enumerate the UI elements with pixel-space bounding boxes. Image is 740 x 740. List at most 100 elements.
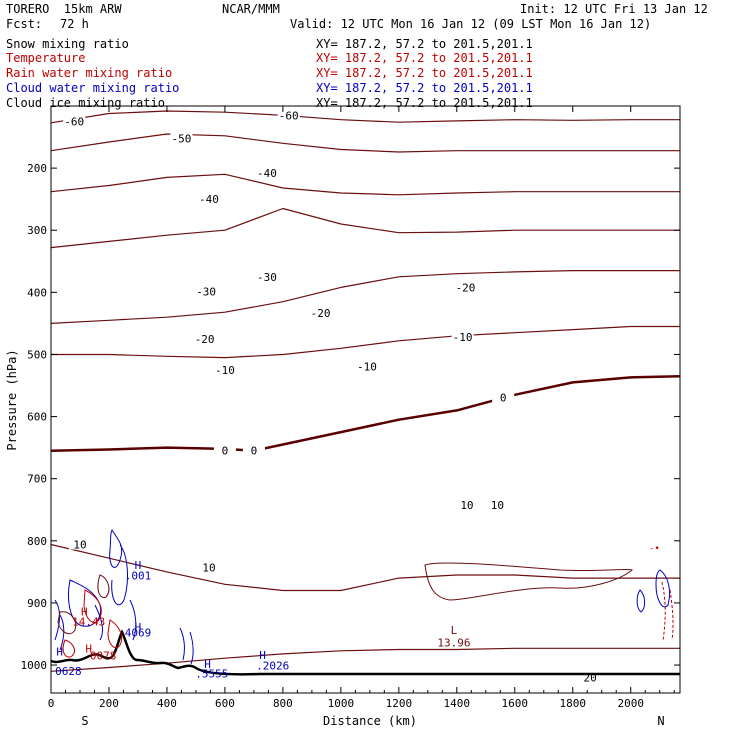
contour-label: -10 <box>453 331 473 344</box>
forecast-value: 72 h <box>60 17 89 31</box>
annotation-label: .5555 <box>195 667 228 680</box>
init-time: Init: 12 UTC Fri 13 Jan 12 <box>520 2 708 16</box>
contour-label-bg <box>63 115 86 127</box>
contour-line--20 <box>50 270 680 324</box>
legend-temperature-label: Temperature <box>6 51 86 65</box>
y-axis-ticks: 200 300 400 500 600 700 800 900 10 0 0 <box>21 162 680 672</box>
contour-label-bg <box>451 331 474 343</box>
contour-line--30 <box>50 207 680 249</box>
annotation-label: 0628 <box>55 665 82 678</box>
annotation-label: 13.96 <box>437 636 470 649</box>
y-tick-label: 400 <box>27 286 47 299</box>
annotation-label: 14.43 <box>72 615 105 628</box>
annotation-label: 4069 <box>125 626 152 639</box>
rain-water-contour <box>661 581 674 641</box>
forecast-label: Fcst: <box>6 17 43 31</box>
contour-label-bg <box>213 444 236 456</box>
x-tick-label: 1200 <box>386 697 413 710</box>
temperature-closed-contour <box>57 611 77 635</box>
contour-label-bg <box>455 498 478 510</box>
annotation-label: H <box>204 658 211 671</box>
annotations: 14.43 0078 .001 4069 0628 .5555 .2026 13.96L H H H… <box>55 559 470 681</box>
annotation-label: H <box>259 649 266 662</box>
cloud-water-contour <box>54 599 65 651</box>
contour-label: -30 <box>257 271 277 284</box>
rain-water-contour <box>62 639 75 658</box>
contour-line--50 <box>50 133 680 153</box>
rain-water-contour <box>83 589 102 623</box>
contour-label: -10 <box>215 364 235 377</box>
cloud-water-contour <box>109 529 123 568</box>
terrain-profile <box>50 629 680 676</box>
x-tick-label: 1800 <box>560 697 587 710</box>
contour-label-bg <box>355 360 378 372</box>
y-tick-label: 600 <box>27 411 47 424</box>
annotation-label: .2026 <box>256 659 289 672</box>
legend-cloudwater-label: Cloud water mixing ratio <box>6 81 180 95</box>
contour-line-10 <box>50 543 680 592</box>
legend-temperature-xy: XY= 187.2, 57.2 to 201.5,201.1 <box>316 51 533 65</box>
x-tick-label: 800 <box>273 697 293 710</box>
x-tick-label: 1600 <box>502 697 529 710</box>
model-title: TORERO 15km ARW <box>6 2 122 16</box>
annotation-label: .001 <box>125 569 152 582</box>
x-axis-label: Distance (km) <box>323 714 417 728</box>
cloud-water-contour <box>94 599 137 641</box>
x-tick-label: 1000 <box>328 697 355 710</box>
contour-label-bg <box>255 167 278 179</box>
x-tick-label: 600 <box>215 697 235 710</box>
contour-label: -20 <box>195 333 215 346</box>
x-tick-label: 0 <box>48 697 55 710</box>
plot-frame <box>50 105 681 694</box>
contour-line--40 <box>50 173 680 196</box>
contour-label: 0 <box>222 445 229 458</box>
contour-label-bg <box>492 391 515 403</box>
contour-label: 10 <box>491 499 504 512</box>
annotation-label: H <box>85 643 92 656</box>
contour-label-bg <box>197 193 220 205</box>
x-end-right: N <box>657 714 664 728</box>
contour-label: 10 <box>202 562 215 575</box>
temperature-closed-contour <box>424 562 634 601</box>
legend-rain-label: Rain water mixing ratio <box>6 66 173 80</box>
annotation-label: 0078 <box>90 649 117 662</box>
y-tick-label: 800 <box>27 535 47 548</box>
axes <box>50 105 681 694</box>
legend-snow-xy: XY= 187.2, 57.2 to 201.5,201.1 <box>316 37 533 51</box>
y-tick-label: 700 <box>27 473 47 486</box>
contour-label: -50 <box>172 132 192 145</box>
contour-label-bg <box>195 285 218 297</box>
contour-line--10 <box>51 325 680 359</box>
y-tick-label: 300 <box>27 224 47 237</box>
contour-label: -60 <box>64 116 84 129</box>
contour-label: -60 <box>279 109 299 122</box>
contour-label: 0 <box>500 391 507 404</box>
cloud-water-contour <box>636 589 646 613</box>
annotation-label: H <box>81 605 88 618</box>
center-name: NCAR/MMM <box>222 2 280 16</box>
contour-label-bg <box>213 363 236 375</box>
y-tick-label: 500 <box>27 348 47 361</box>
y-tick-label: 900 <box>27 597 47 610</box>
x-tick-label: 2000 <box>617 697 644 710</box>
terrain-line <box>50 629 680 676</box>
cloud-water-contour <box>179 627 194 665</box>
valid-time: Valid: 12 UTC Mon 16 Jan 12 (09 LST Mon … <box>290 17 652 31</box>
contour-line--60 <box>50 110 680 124</box>
contour-label-bg <box>193 332 216 344</box>
x-tick-label: 200 <box>99 697 119 710</box>
contour-label-bg <box>309 306 332 318</box>
hydrometeor-contours: -• <box>54 529 674 665</box>
contour-label-bg <box>579 671 602 683</box>
legend-rain-xy: XY= 187.2, 57.2 to 201.5,201.1 <box>316 66 533 80</box>
contour-label: 10 <box>460 499 473 512</box>
legend-snow-label: Snow mixing ratio <box>6 37 129 51</box>
cloud-water-contour <box>111 544 128 606</box>
y-tick-label: 200 <box>27 162 47 175</box>
contour-label: -40 <box>199 193 219 206</box>
contour-label: -40 <box>257 167 277 180</box>
legend-cloudwater-xy: XY= 187.2, 57.2 to 201.5,201.1 <box>316 81 533 95</box>
contour-label-bg <box>255 270 278 282</box>
contour-label: -30 <box>196 286 216 299</box>
